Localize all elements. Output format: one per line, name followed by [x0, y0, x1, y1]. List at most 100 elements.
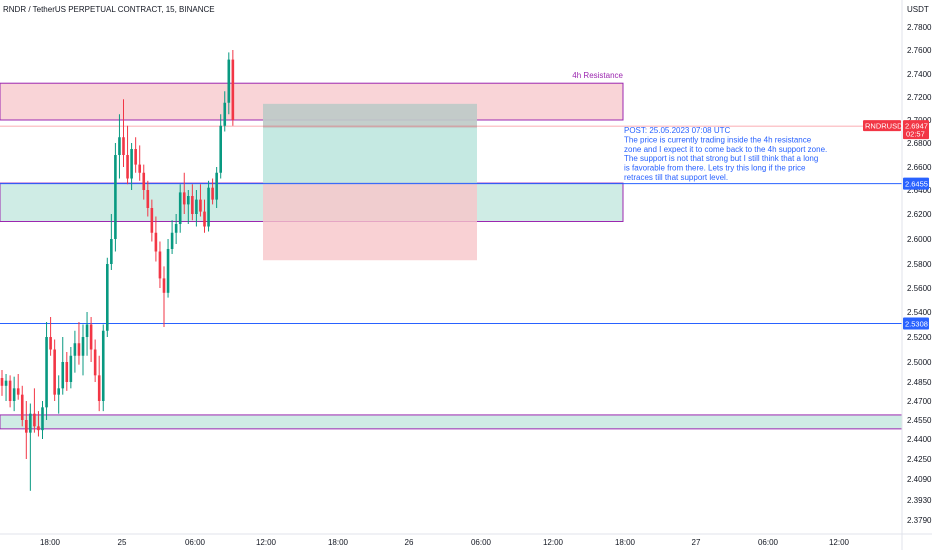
- candle-body: [69, 355, 73, 382]
- candle-body: [182, 192, 186, 205]
- candle-body: [49, 337, 52, 350]
- candle-body: [134, 149, 137, 165]
- candle-body: [223, 102, 227, 126]
- position-loss-area[interactable]: [263, 183, 477, 261]
- price-tag: [903, 317, 929, 330]
- price-tick-label: 2.5400: [907, 308, 932, 317]
- candle-body: [158, 251, 162, 279]
- candle-body: [89, 324, 93, 350]
- candle-body: [142, 172, 146, 190]
- candle-body: [207, 187, 210, 227]
- price-tick-label: 2.3790: [907, 516, 932, 525]
- candle-body: [195, 199, 198, 214]
- candle-body: [12, 388, 16, 401]
- candle-body: [178, 192, 182, 224]
- price-tick-label: 2.6000: [907, 235, 932, 244]
- candle-body: [174, 224, 178, 233]
- note-line: The price is currently trading inside th…: [624, 135, 812, 144]
- price-tick-label: 2.4400: [907, 435, 932, 444]
- candle-body: [37, 426, 40, 431]
- candle-body: [191, 196, 194, 214]
- price-tick-label: 2.7600: [907, 46, 932, 55]
- time-tick-label: 12:00: [829, 538, 850, 547]
- price-tick-label: 2.5200: [907, 333, 932, 342]
- candle-body: [85, 324, 89, 337]
- candle-body: [93, 349, 97, 376]
- time-tick-label: 12:00: [256, 538, 277, 547]
- candle-body: [97, 375, 101, 401]
- candle-body: [227, 59, 231, 103]
- symbol-tag-label: RNDRUSDT.P: [865, 122, 913, 131]
- note-line: The support is not that strong but I sti…: [624, 154, 818, 163]
- candle-body: [219, 125, 222, 173]
- candles-layer: [0, 50, 235, 491]
- candle-body: [187, 196, 190, 205]
- price-tick-label: 2.4550: [907, 416, 932, 425]
- currency-label: USDT: [907, 5, 929, 14]
- candle-body: [0, 378, 4, 386]
- candle-body: [16, 388, 20, 395]
- last-price-label: 2.6947: [905, 122, 928, 131]
- note-line: retraces till that support level.: [624, 173, 728, 182]
- time-tick-label: 06:00: [471, 538, 492, 547]
- price-tick-label: 2.6600: [907, 163, 932, 172]
- candle-body: [53, 349, 56, 395]
- zone-label-4h-resistance: 4h Resistance: [572, 71, 623, 80]
- candle-body: [231, 59, 235, 120]
- candle-body: [146, 190, 150, 208]
- price-tag: [903, 177, 929, 190]
- price-tick-label: 2.5000: [907, 358, 932, 367]
- candle-body: [25, 420, 28, 433]
- candle-body: [20, 394, 24, 420]
- time-tick-label: 06:00: [758, 538, 779, 547]
- candle-body: [170, 232, 174, 249]
- candle-body: [73, 343, 77, 356]
- time-tick-label: 12:00: [543, 538, 564, 547]
- price-tag-label: 2.6455: [905, 180, 928, 189]
- time-tick-label: 18:00: [40, 538, 61, 547]
- candle-body: [4, 380, 8, 386]
- candle-body: [101, 330, 105, 401]
- note-line: zone and I expect it to come back to the…: [624, 145, 827, 154]
- candle-body: [65, 362, 69, 382]
- candle-body: [150, 208, 154, 233]
- candle-body: [29, 413, 32, 433]
- chart-title: RNDR / TetherUS PERPETUAL CONTRACT, 15, …: [3, 5, 215, 14]
- candle-body: [166, 249, 170, 293]
- long-position-tool[interactable]: [263, 103, 477, 261]
- price-tick-label: 2.5800: [907, 260, 932, 269]
- price-tick-label: 2.4850: [907, 378, 932, 387]
- candle-body: [211, 187, 214, 200]
- candle-body: [118, 137, 121, 155]
- time-tick-label: 18:00: [328, 538, 349, 547]
- price-tick-label: 2.3930: [907, 496, 932, 505]
- candle-body: [41, 407, 44, 431]
- note-line: is favorable from there. Lets try this l…: [624, 164, 806, 173]
- price-tick-label: 2.6800: [907, 139, 932, 148]
- price-tick-label: 2.7400: [907, 70, 932, 79]
- candle-body: [162, 278, 166, 293]
- candle-body: [106, 264, 109, 331]
- last-price-tag: [903, 120, 929, 140]
- candle-body: [45, 337, 48, 408]
- time-tick-label: 06:00: [185, 538, 206, 547]
- price-tick-label: 2.5600: [907, 284, 932, 293]
- candle-body: [215, 172, 218, 200]
- countdown-label: 02:57: [906, 130, 925, 139]
- candle-body: [77, 343, 81, 356]
- candle-body: [154, 232, 158, 252]
- zone-box: [0, 414, 903, 430]
- horizontal-lines-layer: [0, 125, 902, 324]
- note-line: POST: 25.05.2023 07:08 UTC: [624, 126, 731, 135]
- candle-body: [110, 239, 113, 264]
- candle-body: [8, 380, 12, 401]
- candle-body: [203, 211, 206, 227]
- candle-body: [138, 164, 141, 173]
- price-tick-label: 2.4090: [907, 475, 932, 484]
- candle-body: [57, 388, 60, 395]
- price-tick-label: 2.7800: [907, 23, 932, 32]
- time-axis[interactable]: 18:00 25 06:00 12:00 18:00 26 06:00 12:00 18:00 2…: [40, 538, 850, 547]
